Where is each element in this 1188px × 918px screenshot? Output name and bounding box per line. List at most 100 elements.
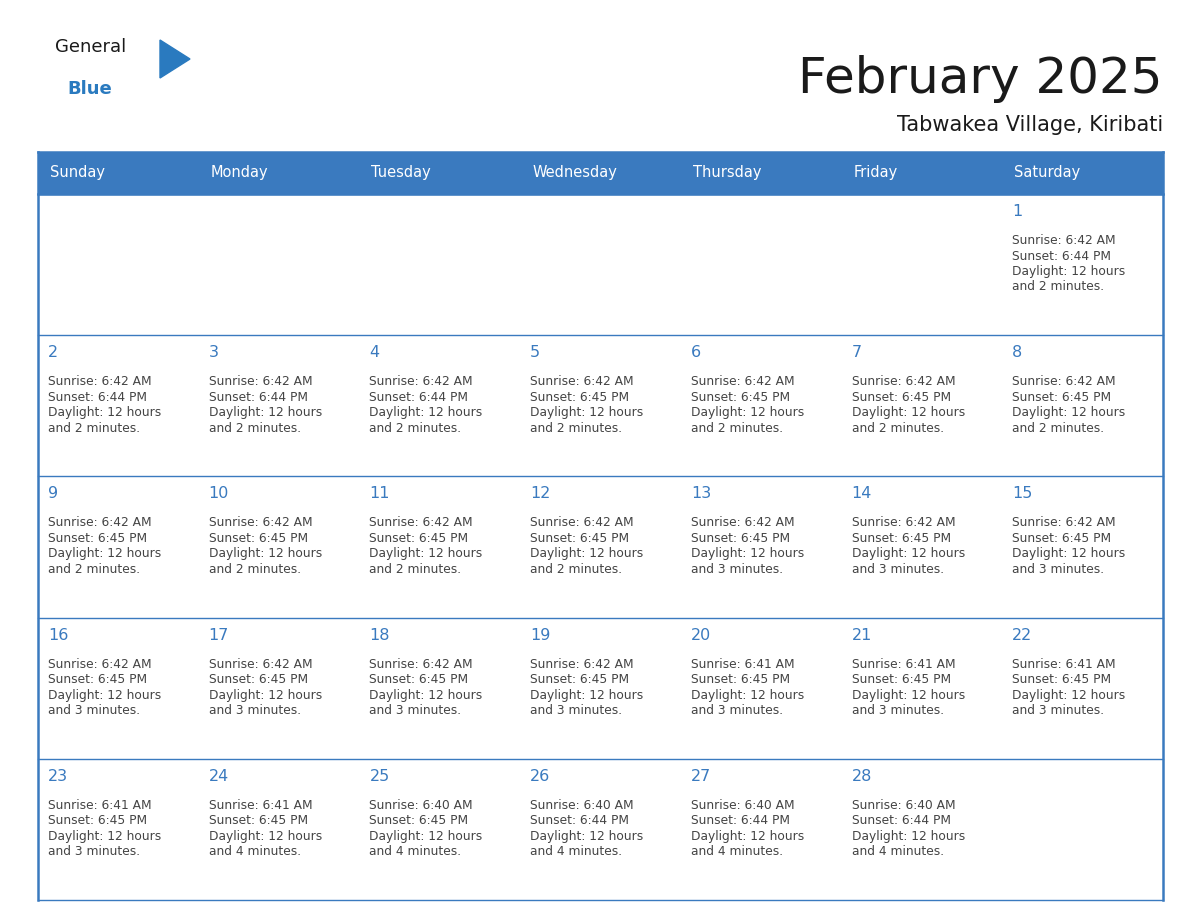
Text: Thursday: Thursday	[693, 165, 762, 181]
Text: Sunset: 6:45 PM: Sunset: 6:45 PM	[369, 532, 468, 545]
Text: Tuesday: Tuesday	[372, 165, 431, 181]
Text: Tabwakea Village, Kiribati: Tabwakea Village, Kiribati	[897, 115, 1163, 135]
Text: Sunrise: 6:42 AM: Sunrise: 6:42 AM	[48, 375, 152, 388]
Text: and 3 minutes.: and 3 minutes.	[691, 704, 783, 717]
Text: Sunrise: 6:41 AM: Sunrise: 6:41 AM	[48, 799, 152, 812]
Text: Sunrise: 6:40 AM: Sunrise: 6:40 AM	[852, 799, 955, 812]
Text: Sunset: 6:45 PM: Sunset: 6:45 PM	[530, 673, 630, 686]
Text: Blue: Blue	[67, 80, 112, 98]
Text: Sunset: 6:44 PM: Sunset: 6:44 PM	[209, 391, 308, 404]
Text: Sunrise: 6:40 AM: Sunrise: 6:40 AM	[369, 799, 473, 812]
Text: Sunrise: 6:42 AM: Sunrise: 6:42 AM	[369, 375, 473, 388]
Text: Daylight: 12 hours: Daylight: 12 hours	[530, 688, 644, 701]
Text: Daylight: 12 hours: Daylight: 12 hours	[852, 406, 965, 420]
Text: Sunday: Sunday	[50, 165, 105, 181]
Text: Sunrise: 6:42 AM: Sunrise: 6:42 AM	[530, 375, 633, 388]
Text: and 2 minutes.: and 2 minutes.	[209, 563, 301, 576]
Text: Daylight: 12 hours: Daylight: 12 hours	[691, 688, 804, 701]
Text: Sunset: 6:45 PM: Sunset: 6:45 PM	[530, 532, 630, 545]
Text: Sunset: 6:45 PM: Sunset: 6:45 PM	[530, 391, 630, 404]
Text: and 3 minutes.: and 3 minutes.	[852, 704, 943, 717]
Text: Daylight: 12 hours: Daylight: 12 hours	[852, 547, 965, 560]
Text: Sunrise: 6:42 AM: Sunrise: 6:42 AM	[530, 517, 633, 530]
Text: Daylight: 12 hours: Daylight: 12 hours	[209, 688, 322, 701]
Text: Sunrise: 6:42 AM: Sunrise: 6:42 AM	[530, 657, 633, 671]
Text: Daylight: 12 hours: Daylight: 12 hours	[48, 406, 162, 420]
Text: Sunrise: 6:42 AM: Sunrise: 6:42 AM	[1012, 234, 1116, 247]
Text: Daylight: 12 hours: Daylight: 12 hours	[1012, 547, 1125, 560]
Text: Sunrise: 6:41 AM: Sunrise: 6:41 AM	[1012, 657, 1116, 671]
Text: Sunrise: 6:42 AM: Sunrise: 6:42 AM	[852, 517, 955, 530]
Text: Sunset: 6:45 PM: Sunset: 6:45 PM	[691, 673, 790, 686]
Text: General: General	[55, 38, 126, 56]
Text: and 3 minutes.: and 3 minutes.	[852, 563, 943, 576]
Text: Daylight: 12 hours: Daylight: 12 hours	[48, 830, 162, 843]
Text: Sunset: 6:45 PM: Sunset: 6:45 PM	[1012, 673, 1112, 686]
Text: and 4 minutes.: and 4 minutes.	[209, 845, 301, 858]
Text: 6: 6	[691, 345, 701, 360]
Text: and 3 minutes.: and 3 minutes.	[1012, 563, 1105, 576]
Text: Daylight: 12 hours: Daylight: 12 hours	[691, 547, 804, 560]
Text: Sunset: 6:45 PM: Sunset: 6:45 PM	[48, 814, 147, 827]
Text: Sunset: 6:44 PM: Sunset: 6:44 PM	[530, 814, 630, 827]
Text: 17: 17	[209, 628, 229, 643]
Text: Sunset: 6:45 PM: Sunset: 6:45 PM	[852, 532, 950, 545]
Text: Sunset: 6:45 PM: Sunset: 6:45 PM	[209, 673, 308, 686]
Text: 15: 15	[1012, 487, 1032, 501]
Text: Daylight: 12 hours: Daylight: 12 hours	[369, 547, 482, 560]
Text: Daylight: 12 hours: Daylight: 12 hours	[209, 547, 322, 560]
Text: and 4 minutes.: and 4 minutes.	[530, 845, 623, 858]
Text: Sunset: 6:45 PM: Sunset: 6:45 PM	[691, 391, 790, 404]
Text: Daylight: 12 hours: Daylight: 12 hours	[691, 830, 804, 843]
Text: Wednesday: Wednesday	[532, 165, 617, 181]
Text: Sunrise: 6:42 AM: Sunrise: 6:42 AM	[209, 375, 312, 388]
Text: and 4 minutes.: and 4 minutes.	[852, 845, 943, 858]
Text: Sunrise: 6:42 AM: Sunrise: 6:42 AM	[209, 657, 312, 671]
Text: Sunset: 6:44 PM: Sunset: 6:44 PM	[48, 391, 147, 404]
Text: Daylight: 12 hours: Daylight: 12 hours	[369, 406, 482, 420]
Text: 23: 23	[48, 768, 68, 784]
Text: February 2025: February 2025	[798, 55, 1163, 103]
Text: 1: 1	[1012, 204, 1023, 219]
Text: Daylight: 12 hours: Daylight: 12 hours	[530, 547, 644, 560]
Text: Sunset: 6:45 PM: Sunset: 6:45 PM	[369, 673, 468, 686]
Text: Sunrise: 6:41 AM: Sunrise: 6:41 AM	[852, 657, 955, 671]
Text: 18: 18	[369, 628, 390, 643]
Text: 25: 25	[369, 768, 390, 784]
Bar	[38, 152, 1163, 194]
Text: 9: 9	[48, 487, 58, 501]
Text: and 3 minutes.: and 3 minutes.	[48, 704, 140, 717]
Text: 7: 7	[852, 345, 861, 360]
Text: and 2 minutes.: and 2 minutes.	[48, 421, 140, 435]
Text: Daylight: 12 hours: Daylight: 12 hours	[48, 688, 162, 701]
Text: and 4 minutes.: and 4 minutes.	[369, 845, 462, 858]
Text: Sunset: 6:45 PM: Sunset: 6:45 PM	[209, 814, 308, 827]
Text: 4: 4	[369, 345, 379, 360]
Text: 24: 24	[209, 768, 229, 784]
Text: and 2 minutes.: and 2 minutes.	[369, 421, 462, 435]
Text: Daylight: 12 hours: Daylight: 12 hours	[369, 688, 482, 701]
Text: Sunrise: 6:42 AM: Sunrise: 6:42 AM	[369, 657, 473, 671]
Text: Sunrise: 6:42 AM: Sunrise: 6:42 AM	[1012, 375, 1116, 388]
Text: Sunset: 6:45 PM: Sunset: 6:45 PM	[691, 532, 790, 545]
Text: 20: 20	[691, 628, 712, 643]
Text: 11: 11	[369, 487, 390, 501]
Text: 10: 10	[209, 487, 229, 501]
Text: and 2 minutes.: and 2 minutes.	[48, 563, 140, 576]
Text: Sunrise: 6:42 AM: Sunrise: 6:42 AM	[48, 517, 152, 530]
Text: Sunset: 6:45 PM: Sunset: 6:45 PM	[209, 532, 308, 545]
Text: Daylight: 12 hours: Daylight: 12 hours	[209, 830, 322, 843]
Text: Sunrise: 6:41 AM: Sunrise: 6:41 AM	[691, 657, 795, 671]
Text: Daylight: 12 hours: Daylight: 12 hours	[1012, 265, 1125, 278]
Text: and 2 minutes.: and 2 minutes.	[1012, 421, 1105, 435]
Text: and 3 minutes.: and 3 minutes.	[209, 704, 301, 717]
Text: and 3 minutes.: and 3 minutes.	[369, 704, 462, 717]
Text: Sunrise: 6:42 AM: Sunrise: 6:42 AM	[691, 375, 795, 388]
Text: and 2 minutes.: and 2 minutes.	[530, 563, 623, 576]
Text: and 2 minutes.: and 2 minutes.	[530, 421, 623, 435]
Text: 22: 22	[1012, 628, 1032, 643]
Text: Daylight: 12 hours: Daylight: 12 hours	[1012, 688, 1125, 701]
Polygon shape	[160, 40, 190, 78]
Text: Sunrise: 6:42 AM: Sunrise: 6:42 AM	[48, 657, 152, 671]
Text: Sunset: 6:44 PM: Sunset: 6:44 PM	[369, 391, 468, 404]
